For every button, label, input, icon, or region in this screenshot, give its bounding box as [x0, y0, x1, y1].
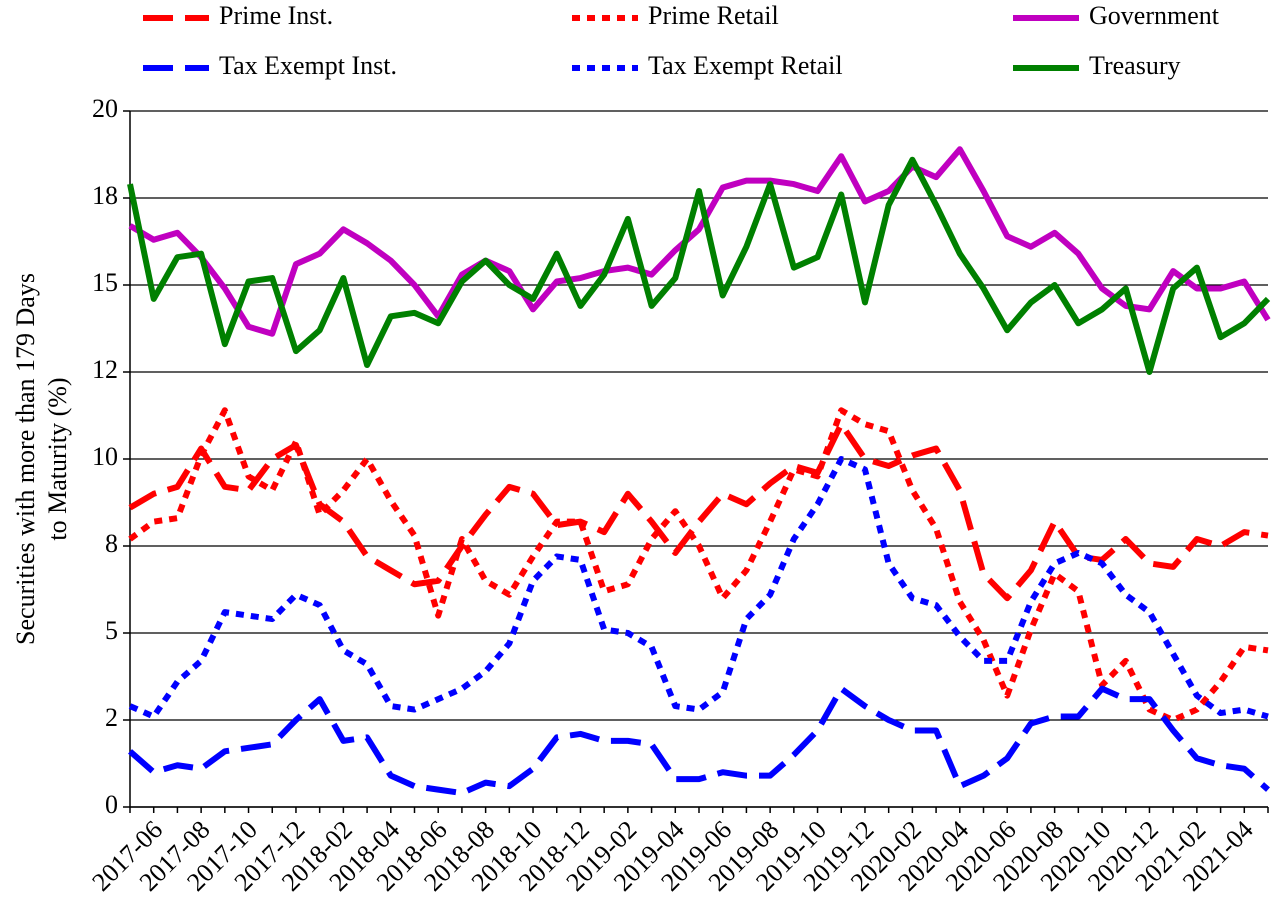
legend-label: Prime Retail — [648, 1, 779, 30]
legend-item: Prime Inst. — [143, 1, 333, 30]
series-line — [128, 421, 1269, 602]
legend-item: Tax Exempt Inst. — [143, 51, 397, 80]
legend-item: Government — [1013, 1, 1220, 30]
y-tick-label: 15 — [92, 268, 118, 297]
y-tick-label: 0 — [105, 790, 118, 819]
legend-label: Treasury — [1089, 51, 1180, 80]
y-axis-label-line: to Maturity (%) — [43, 377, 72, 540]
series-line — [127, 156, 1271, 375]
legend-item: Treasury — [1013, 51, 1180, 80]
y-tick-label: 18 — [92, 181, 118, 210]
y-axis-label-line: Securities with more than 179 Days — [11, 273, 40, 645]
series-line — [128, 456, 1269, 720]
y-tick-label: 2 — [105, 703, 118, 732]
legend-label: Prime Inst. — [219, 1, 333, 30]
legend-item: Prime Retail — [572, 1, 779, 30]
series-line — [128, 407, 1269, 723]
y-tick-label: 8 — [105, 529, 118, 558]
legend-label: Tax Exempt Retail — [648, 51, 843, 80]
y-tick-label: 20 — [92, 94, 118, 123]
legend-label: Government — [1089, 1, 1220, 30]
y-tick-label: 12 — [92, 355, 118, 384]
y-tick-label: 5 — [105, 616, 118, 645]
legend-item: Tax Exempt Retail — [572, 51, 843, 80]
series-line — [128, 146, 1271, 337]
series-line — [128, 685, 1270, 797]
y-tick-label: 10 — [92, 442, 118, 471]
y-axis-label: Securities with more than 179 Days to Ma… — [11, 273, 72, 645]
legend-label: Tax Exempt Inst. — [219, 51, 397, 80]
